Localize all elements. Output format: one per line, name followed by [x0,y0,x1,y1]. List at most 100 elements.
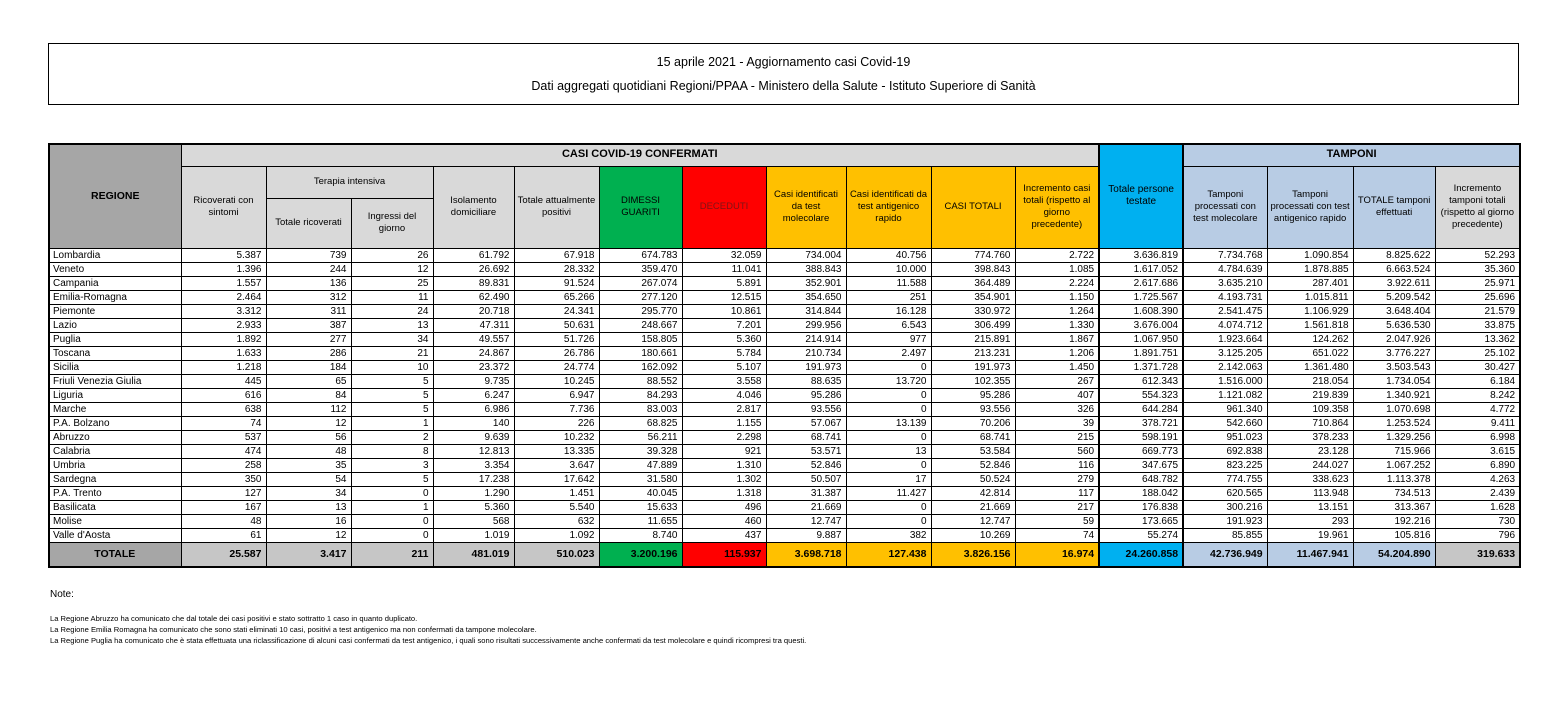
header-terapia-intensiva: Terapia intensiva [265,165,434,199]
header-persone-testate: Totale persone testate [1098,143,1185,249]
header-attualmente-positivi: Totale attualmente positivi [513,165,600,249]
value-cell: 2.933 [180,317,267,333]
value-cell: 88.635 [765,373,847,389]
value-cell: 774.760 [930,247,1016,263]
value-cell: 1.923.664 [1182,331,1268,347]
value-cell: 127 [180,485,267,501]
value-cell: 1.734.054 [1352,373,1436,389]
value-cell: 3.698.718 [765,541,847,568]
value-cell: 112 [265,401,352,417]
value-cell: 68.741 [930,429,1016,445]
value-cell: 2.722 [1014,247,1100,263]
value-cell: 35 [265,457,352,473]
table-row: Piemonte 3.312 311 24 20.718 24.341 295.770 10.… [48,303,1521,319]
header-dimessi-guariti: DIMESSI GUARITI [598,165,683,249]
table-row: Umbria 258 35 3 3.354 3.647 47.889 1.310 52.846 0… [48,457,1521,473]
value-cell: 12 [265,415,352,431]
value-cell: 1.206 [1014,345,1100,361]
header-tamponi-molecolare: Tamponi processati con test molecolare [1182,165,1268,249]
value-cell: 312 [265,289,352,305]
value-cell: 54.204.890 [1352,541,1436,568]
notes-label: Note: [50,589,74,600]
value-cell: 61.792 [432,247,515,263]
value-cell: 213.231 [930,345,1016,361]
value-cell: 11.655 [598,513,683,529]
table-body: Lombardia 5.387 739 26 61.792 67.918 674.783 32… [48,247,1521,568]
value-cell: 542.660 [1182,415,1268,431]
value-cell: 215.891 [930,331,1016,347]
value-cell: 50.524 [930,471,1016,487]
header-casi-test-antigenico: Casi identificati da test antigenico rap… [845,165,932,249]
value-cell: 644.284 [1098,401,1185,417]
value-cell: 15.633 [598,499,683,515]
value-cell: 1.085 [1014,261,1100,277]
value-cell: 48 [180,513,267,529]
value-cell: 218.054 [1266,373,1354,389]
value-cell: 48 [265,443,352,459]
value-cell: 616 [180,387,267,403]
value-cell: 5.891 [681,275,767,291]
value-cell: 16.128 [845,303,932,319]
value-cell: 26 [350,247,434,263]
region-name: Lazio [48,317,182,333]
value-cell: 1.451 [513,485,600,501]
value-cell: 648.782 [1098,471,1185,487]
value-cell: 1.121.082 [1182,387,1268,403]
value-cell: 13.151 [1266,499,1354,515]
value-cell: 0 [350,513,434,529]
value-cell: 481.019 [432,541,515,568]
value-cell: 364.489 [930,275,1016,291]
value-cell: 554.323 [1098,387,1185,403]
value-cell: 85.855 [1182,527,1268,543]
table-row: Toscana 1.633 286 21 24.867 26.786 180.661 5.78… [48,345,1521,361]
value-cell: 1.290 [432,485,515,501]
value-cell: 1.561.818 [1266,317,1354,333]
value-cell: 167 [180,499,267,515]
value-cell: 13 [350,317,434,333]
value-cell: 3.503.543 [1352,359,1436,375]
value-cell: 445 [180,373,267,389]
value-cell: 13.362 [1434,331,1521,347]
value-cell: 191.973 [930,359,1016,375]
notes: La Regione Abruzzo ha comunicato che dal… [50,613,806,646]
value-cell: 113.948 [1266,485,1354,501]
value-cell: 921 [681,443,767,459]
value-cell: 53.571 [765,443,847,459]
value-cell: 5.360 [681,331,767,347]
value-cell: 796 [1434,527,1521,543]
region-name: Piemonte [48,303,182,319]
value-cell: 1.155 [681,415,767,431]
table-row: Campania 1.557 136 25 89.831 91.524 267.074 5.8… [48,275,1521,291]
value-cell: 2.142.063 [1182,359,1268,375]
value-cell: 398.843 [930,261,1016,277]
value-cell: 17 [845,471,932,487]
region-name: Molise [48,513,182,529]
value-cell: 57.067 [765,415,847,431]
value-cell: 8.825.622 [1352,247,1436,263]
table-row: Puglia 1.892 277 34 49.557 51.726 158.805 5.360… [48,331,1521,347]
value-cell: 388.843 [765,261,847,277]
value-cell: 382 [845,527,932,543]
table-row: Valle d'Aosta 61 12 0 1.019 1.092 8.740 437 9.88… [48,527,1521,543]
value-cell: 1.628 [1434,499,1521,515]
value-cell: 510.023 [513,541,600,568]
value-cell: 359.470 [598,261,683,277]
value-cell: 313.367 [1352,499,1436,515]
region-name: Campania [48,275,182,291]
value-cell: 1.396 [180,261,267,277]
value-cell: 1.150 [1014,289,1100,305]
value-cell: 326 [1014,401,1100,417]
value-cell: 56 [265,429,352,445]
value-cell: 136 [265,275,352,291]
value-cell: 1.617.052 [1098,261,1185,277]
value-cell: 1.878.885 [1266,261,1354,277]
value-cell: 12.515 [681,289,767,305]
value-cell: 4.784.639 [1182,261,1268,277]
value-cell: 115.937 [681,541,767,568]
value-cell: 347.675 [1098,457,1185,473]
region-name: Liguria [48,387,182,403]
value-cell: 24 [350,303,434,319]
value-cell: 84.293 [598,387,683,403]
header-regione: REGIONE [48,143,182,249]
value-cell: 1.633 [180,345,267,361]
